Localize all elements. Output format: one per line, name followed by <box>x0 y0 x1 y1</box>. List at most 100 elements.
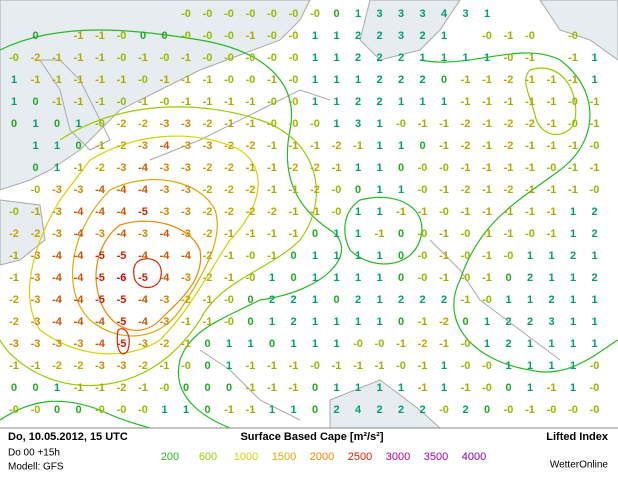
grid-value: 1 <box>269 316 275 328</box>
grid-value: -2 <box>95 162 105 174</box>
grid-value: -4 <box>95 338 106 350</box>
grid-value: -1 <box>74 30 84 42</box>
grid-value: -3 <box>138 228 148 240</box>
grid-value: -0 <box>289 118 299 130</box>
grid-value: -0 <box>461 360 471 372</box>
grid-value: -5 <box>117 338 127 350</box>
grid-value: 2 <box>376 404 382 416</box>
grid-value: -0 <box>95 404 105 416</box>
grid-value: -3 <box>160 294 170 306</box>
grid-value: -0 <box>138 404 148 416</box>
grid-value: -4 <box>181 250 192 262</box>
grid-value: 4 <box>441 8 448 20</box>
grid-value: -4 <box>160 140 171 152</box>
grid-value: 1 <box>312 74 318 86</box>
grid-value: -1 <box>224 250 234 262</box>
grid-value: -5 <box>117 316 127 328</box>
grid-value: 1 <box>333 228 339 240</box>
grid-value: -1 <box>482 96 492 108</box>
grid-value: -0 <box>461 338 471 350</box>
grid-value: -0 <box>181 8 191 20</box>
grid-value: 1 <box>269 272 275 284</box>
grid-value: 3 <box>548 316 554 328</box>
coastlines <box>39 59 561 421</box>
grid-value: -4 <box>74 250 85 262</box>
grid-value: -2 <box>461 184 471 196</box>
grid-value: -1 <box>482 74 492 86</box>
grid-value: -2 <box>246 184 256 196</box>
grid-value: -3 <box>9 338 19 350</box>
grid-value: -0 <box>138 74 148 86</box>
grid-value: -1 <box>396 338 406 350</box>
grid-value: 1 <box>548 360 554 372</box>
grid-value: 3 <box>398 30 404 42</box>
grid-value: -1 <box>461 162 471 174</box>
grid-value: -1 <box>267 74 277 86</box>
grid-value: -0 <box>482 294 492 306</box>
grid-value: -0 <box>590 382 600 394</box>
grid-value: -4 <box>138 294 149 306</box>
grid-value: 1 <box>591 294 597 306</box>
grid-value: 2 <box>441 294 447 306</box>
grid-value: 0 <box>204 382 210 394</box>
grid-value: 1 <box>183 404 189 416</box>
grid-value: -2 <box>224 140 234 152</box>
grid-value: 1 <box>376 118 382 130</box>
grid-value: 0 <box>419 140 425 152</box>
grid-value: -1 <box>525 184 535 196</box>
grid-value: -5 <box>138 272 148 284</box>
grid-value: -2 <box>310 184 320 196</box>
grid-value: -1 <box>590 162 600 174</box>
grid-value: 1 <box>398 140 404 152</box>
grid-value: -1 <box>332 360 342 372</box>
grid-value: -1 <box>52 74 62 86</box>
grid-value: -1 <box>203 74 213 86</box>
grid-value: 0 <box>54 404 60 416</box>
grid-value: 0 <box>54 118 60 130</box>
field-name: Lifted Index <box>546 431 609 443</box>
grid-value: 1 <box>312 30 318 42</box>
grid-value: 2 <box>505 316 511 328</box>
grid-value: 0 <box>312 404 318 416</box>
grid-value: -3 <box>160 162 170 174</box>
grid-value: 1 <box>161 404 167 416</box>
grid-value: -0 <box>482 382 492 394</box>
run: Do 00 +15h <box>8 448 60 459</box>
grid-value: -1 <box>117 74 127 86</box>
grid-value: -3 <box>160 206 170 218</box>
grid-value: 1 <box>376 272 382 284</box>
grid-value: 3 <box>355 118 361 130</box>
grid-value: -5 <box>138 206 148 218</box>
grid-value: -1 <box>224 118 234 130</box>
grid-value: -1 <box>181 316 191 328</box>
grid-value: -2 <box>504 118 514 130</box>
grid-value: 0 <box>32 30 38 42</box>
grid-value: 1 <box>333 272 339 284</box>
grid-value: 1 <box>591 74 597 86</box>
grid-value: 1 <box>247 338 253 350</box>
footer <box>0 428 618 478</box>
grid-value: 1 <box>548 338 554 350</box>
grid-value: 1 <box>419 96 425 108</box>
grid-value: 2 <box>591 228 597 240</box>
grid-value: -1 <box>525 140 535 152</box>
grid-value: 1 <box>376 382 382 394</box>
grid-value: 2 <box>591 206 597 218</box>
grid-value: -1 <box>289 206 299 218</box>
grid-value: -1 <box>95 30 105 42</box>
grid-value: -3 <box>138 338 148 350</box>
grid-value: -2 <box>74 360 84 372</box>
grid-value: 1 <box>11 74 17 86</box>
grid-value: -1 <box>568 52 578 64</box>
grid-value: 0 <box>333 294 339 306</box>
grid-value: 1 <box>312 338 318 350</box>
legend-value: 2000 <box>310 451 334 463</box>
grid-value: -1 <box>482 184 492 196</box>
grid-value: 0 <box>204 360 210 372</box>
grid-value: -2 <box>9 228 19 240</box>
grid-value: 2 <box>355 52 361 64</box>
grid-value: -2 <box>461 118 471 130</box>
grid-value: -5 <box>95 294 105 306</box>
